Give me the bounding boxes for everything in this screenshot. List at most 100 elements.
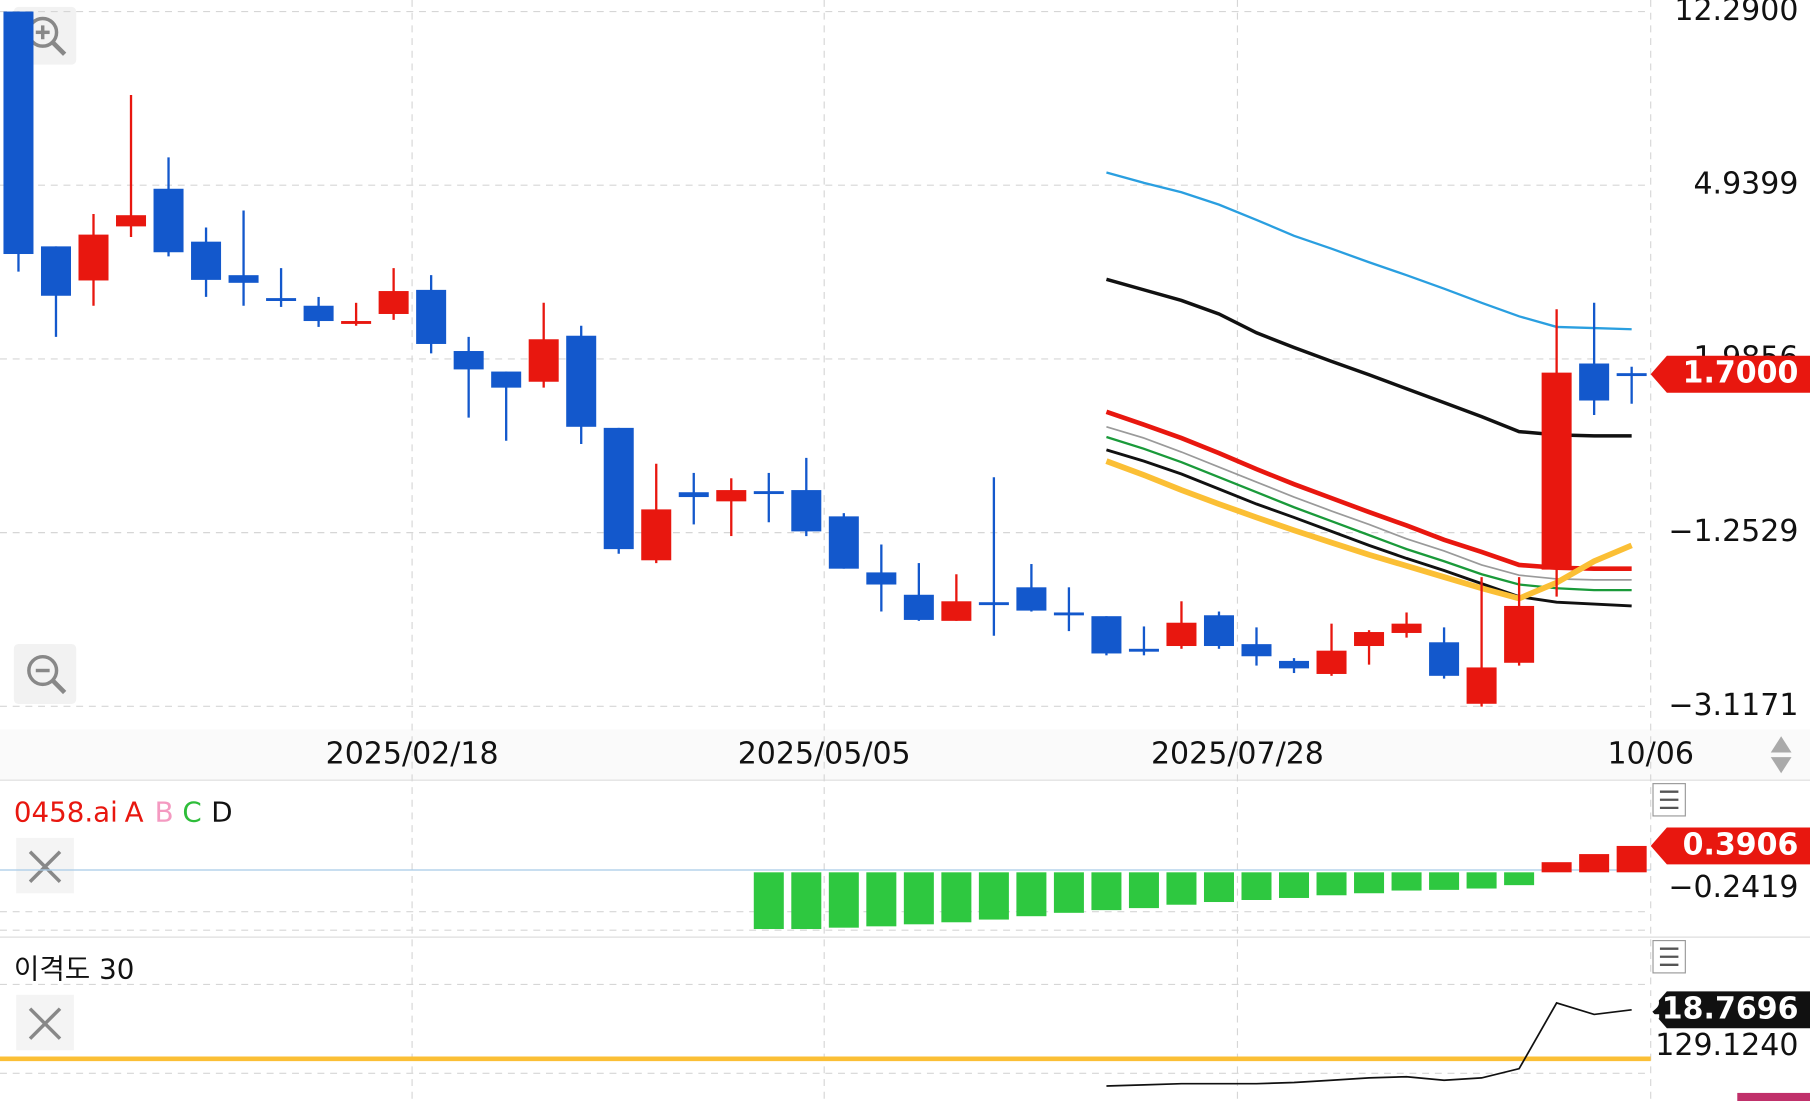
bar: [1166, 872, 1197, 905]
bar: [1429, 872, 1460, 890]
legend-entry: C: [182, 796, 201, 829]
candle-body: [1429, 642, 1460, 676]
candle-body: [40, 246, 71, 296]
candle-body: [941, 601, 972, 621]
x-tick-label: 2025/05/05: [738, 736, 911, 771]
candle-body: [566, 335, 597, 427]
bar: [1504, 872, 1535, 886]
candle-body: [1391, 623, 1422, 633]
bar: [1016, 872, 1047, 917]
button-bg: [13, 643, 77, 704]
bar: [828, 872, 859, 928]
date-axis-band: [0, 729, 1810, 781]
candle-body: [3, 11, 34, 255]
candle-body: [266, 298, 297, 301]
y-tick-label: 0.3906: [1683, 827, 1799, 862]
icon: [1659, 790, 1679, 810]
candle-body: [1128, 648, 1159, 652]
candle-body: [1166, 622, 1197, 647]
arrow-up: [1770, 736, 1792, 753]
x-tick-label: 2025/07/28: [1151, 736, 1324, 771]
candle-body: [828, 516, 859, 569]
icon: [28, 1007, 62, 1040]
y-tick-label: 12.2900: [1674, 0, 1798, 28]
bar: [1279, 872, 1310, 898]
candle-body: [1053, 612, 1084, 616]
bar: [1091, 872, 1122, 911]
bar: [1616, 845, 1647, 873]
candle-body: [1466, 667, 1497, 704]
indicator-line: [1105, 458, 1633, 602]
candle-body: [603, 427, 634, 550]
candle-body: [528, 339, 559, 382]
bar: [1128, 872, 1159, 909]
bar: [1579, 854, 1610, 873]
candle-body: [191, 241, 222, 280]
x-tick-label: 2025/02/18: [326, 736, 499, 771]
candle-body: [1504, 605, 1535, 663]
candle-body: [1241, 644, 1272, 657]
panel-menu-button[interactable]: [1652, 783, 1686, 817]
y-tick-label: −3.1171: [1668, 688, 1798, 723]
close-panel-button[interactable]: [16, 837, 74, 894]
y-tick-label: 4.9399: [1693, 167, 1798, 202]
candle-body: [153, 188, 184, 253]
line: [1106, 1001, 1632, 1087]
candle-body: [678, 492, 709, 498]
indicator-line: [1106, 448, 1632, 608]
panel-menu-button[interactable]: [1652, 940, 1686, 974]
candle-body: [791, 490, 822, 532]
candle-body: [1279, 660, 1310, 669]
bar: [753, 872, 784, 930]
candle-body: [641, 509, 672, 561]
candle-body: [378, 291, 409, 314]
zoom-out-button[interactable]: [13, 643, 77, 704]
value-tag: [1650, 991, 1810, 1029]
candle-body: [341, 321, 372, 324]
candle-body: [753, 491, 784, 495]
scroll-arrows[interactable]: [1770, 736, 1792, 774]
y-tick-label: −1.2529: [1668, 514, 1798, 549]
candle-body: [303, 305, 334, 322]
value-tag: [1650, 827, 1810, 865]
bar: [866, 872, 897, 927]
icon: [27, 654, 59, 687]
icon: [51, 679, 67, 695]
candle-body: [491, 371, 522, 388]
bar: [1354, 872, 1385, 894]
x-tick-label: 10/06: [1607, 736, 1693, 771]
bar: [1391, 872, 1422, 891]
legend-entry: D: [211, 796, 232, 829]
candle-body: [1616, 373, 1647, 377]
corner-marker: [1737, 1092, 1810, 1101]
bar: [1241, 872, 1272, 900]
y-tick-label: −0.2419: [1668, 870, 1798, 905]
y-tick-label: 218.7696: [1641, 991, 1799, 1026]
icon: [1659, 947, 1679, 966]
indicator-line: [1106, 171, 1632, 331]
candle-body: [1016, 587, 1047, 611]
legend-entry: A: [125, 796, 144, 829]
candle-body: [116, 215, 147, 227]
last-price-label: 1.7000: [1683, 356, 1799, 391]
candle-body: [903, 594, 934, 620]
candle-body: [78, 234, 109, 281]
button-bg: [1652, 783, 1686, 817]
candle-body: [716, 490, 747, 502]
bar: [1203, 872, 1234, 903]
y-tick-label: 129.1240: [1655, 1028, 1798, 1063]
candle-body: [978, 602, 1009, 606]
bar: [1541, 862, 1572, 873]
bar: [941, 872, 972, 923]
indicator-line: [1106, 425, 1632, 581]
bar: [791, 872, 822, 930]
candle-body: [1541, 372, 1572, 570]
bar: [1053, 872, 1084, 913]
candle-body: [1316, 650, 1347, 674]
candle-body: [1091, 616, 1122, 654]
candle-body: [416, 289, 447, 344]
candle-body: [228, 275, 259, 283]
close-panel-button[interactable]: [16, 994, 74, 1051]
